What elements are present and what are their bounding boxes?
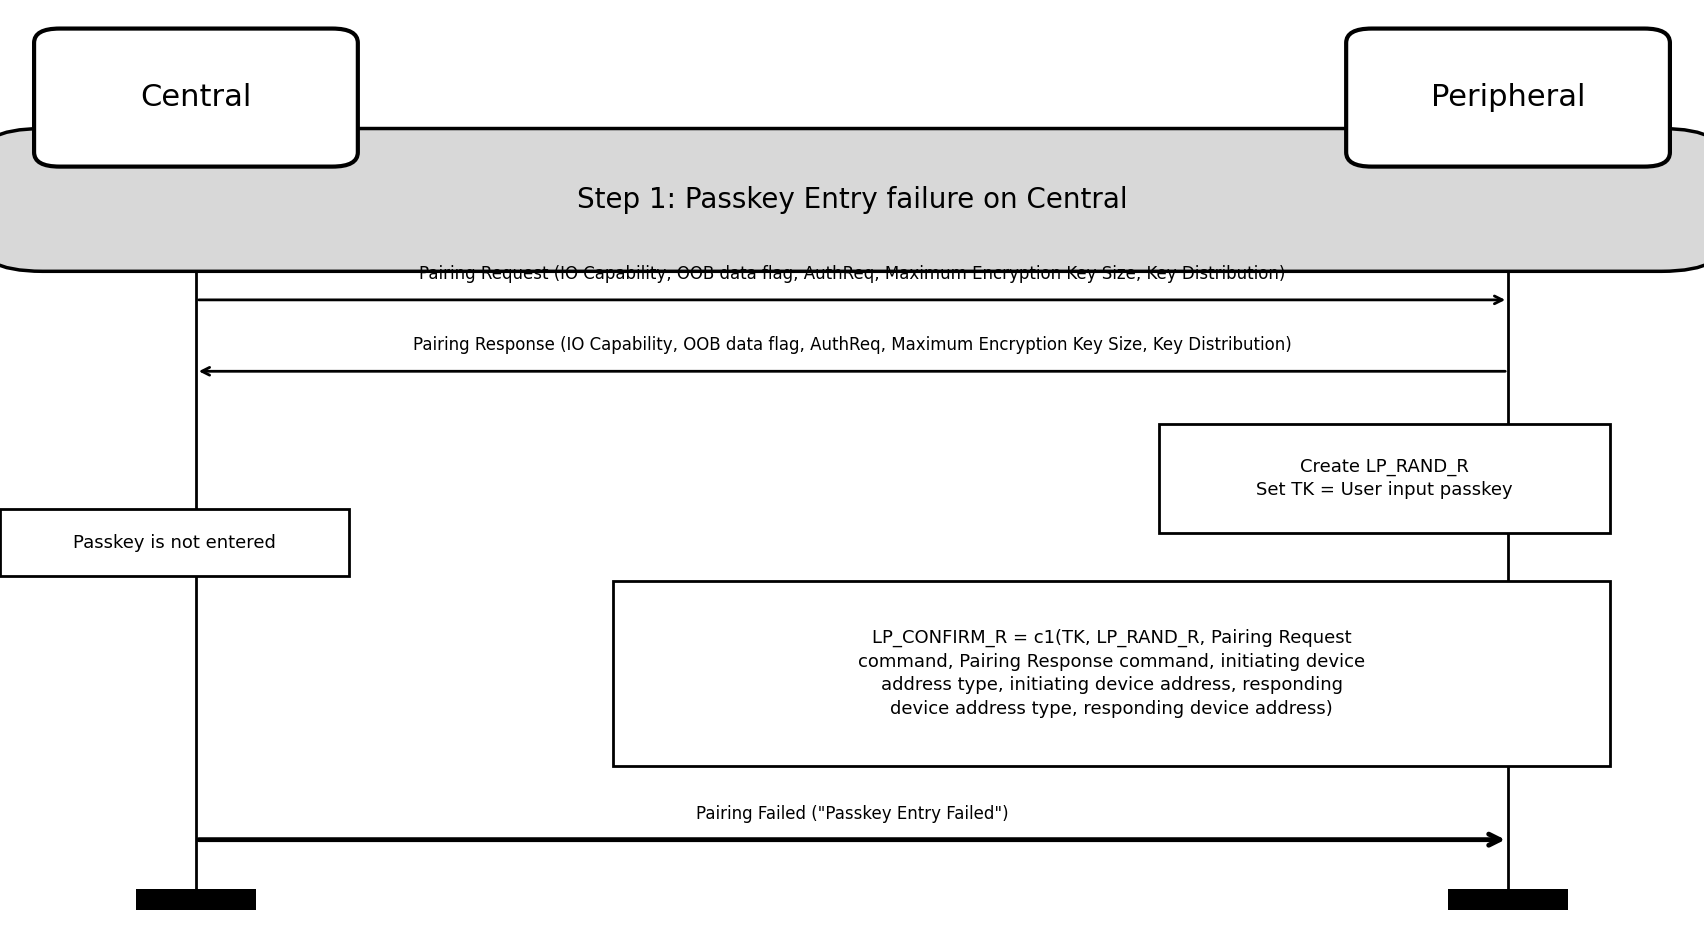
FancyBboxPatch shape bbox=[613, 581, 1610, 766]
FancyBboxPatch shape bbox=[1448, 889, 1568, 910]
Text: Passkey is not entered: Passkey is not entered bbox=[73, 534, 276, 551]
FancyBboxPatch shape bbox=[1159, 424, 1610, 533]
FancyBboxPatch shape bbox=[34, 29, 358, 167]
Text: Create LP_RAND_R
Set TK = User input passkey: Create LP_RAND_R Set TK = User input pas… bbox=[1256, 458, 1513, 499]
Text: Pairing Request (IO Capability, OOB data flag, AuthReq, Maximum Encryption Key S: Pairing Request (IO Capability, OOB data… bbox=[419, 265, 1285, 283]
Text: LP_CONFIRM_R = c1(TK, LP_RAND_R, Pairing Request
command, Pairing Response comma: LP_CONFIRM_R = c1(TK, LP_RAND_R, Pairing… bbox=[859, 629, 1365, 718]
FancyBboxPatch shape bbox=[136, 889, 256, 910]
Text: Pairing Failed ("Passkey Entry Failed"): Pairing Failed ("Passkey Entry Failed") bbox=[695, 804, 1009, 823]
Text: Step 1: Passkey Entry failure on Central: Step 1: Passkey Entry failure on Central bbox=[576, 186, 1128, 214]
Text: Pairing Response (IO Capability, OOB data flag, AuthReq, Maximum Encryption Key : Pairing Response (IO Capability, OOB dat… bbox=[412, 336, 1292, 354]
FancyBboxPatch shape bbox=[1346, 29, 1670, 167]
Text: Peripheral: Peripheral bbox=[1431, 83, 1585, 112]
FancyBboxPatch shape bbox=[0, 509, 349, 576]
FancyBboxPatch shape bbox=[0, 129, 1704, 271]
Text: Central: Central bbox=[140, 83, 252, 112]
